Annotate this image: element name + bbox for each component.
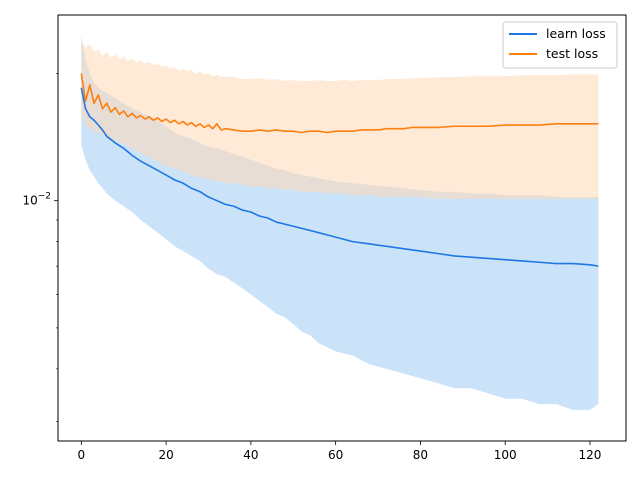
- series-lines: [80, 73, 599, 267]
- x-tick-label: 100: [494, 448, 517, 462]
- band-test-loss: [81, 39, 599, 199]
- x-tick-label: 40: [243, 448, 258, 462]
- line-test-loss: [80, 73, 599, 134]
- y-axis-ticks: 10−2: [22, 73, 58, 422]
- x-tick-label: 120: [579, 448, 602, 462]
- axes-frame: [57, 14, 627, 442]
- y-tick-label: 10−2: [22, 192, 51, 208]
- legend-label-test-loss: test loss: [546, 46, 598, 61]
- confidence-bands: [81, 36, 599, 410]
- legend-label-learn-loss: learn loss: [546, 26, 606, 41]
- line-learn-loss: [80, 87, 599, 267]
- legend: learn loss test loss: [502, 21, 618, 69]
- x-tick-label: 0: [77, 448, 85, 462]
- x-tick-label: 60: [328, 448, 343, 462]
- band-learn-loss: [81, 36, 599, 410]
- x-tick-label: 20: [158, 448, 173, 462]
- x-axis-ticks: 0 20 40 60 80 100 120: [77, 441, 601, 462]
- x-tick-label: 80: [413, 448, 428, 462]
